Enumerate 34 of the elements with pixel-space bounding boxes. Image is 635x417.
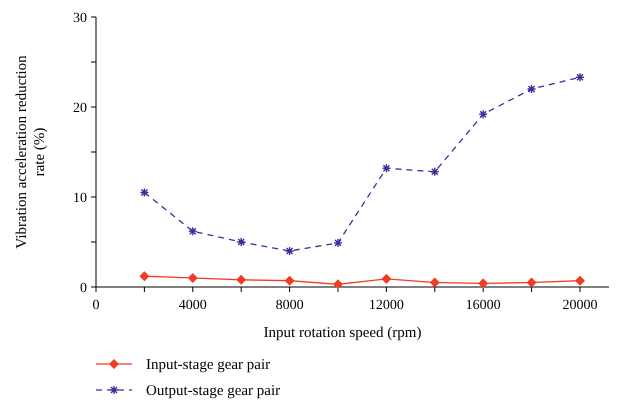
point xyxy=(574,276,585,286)
y-tick-label: 20 xyxy=(73,101,87,116)
point xyxy=(333,238,343,248)
point xyxy=(526,84,536,94)
point xyxy=(478,110,488,119)
point xyxy=(139,271,150,282)
y-axis-title: Vibration acceleration reduction rate (%) xyxy=(14,54,48,249)
point xyxy=(430,167,440,176)
x-tick-label: 12000 xyxy=(368,298,404,313)
x-tick-label: 8000 xyxy=(276,298,304,313)
point xyxy=(188,226,198,236)
point xyxy=(430,278,440,288)
point xyxy=(575,72,585,82)
legend-label: Input-stage gear pair xyxy=(146,357,270,373)
point xyxy=(236,274,246,285)
point xyxy=(188,273,198,283)
x-axis-title: Input rotation speed (rpm) xyxy=(264,325,422,341)
point xyxy=(478,278,488,288)
y-tick-label: 10 xyxy=(73,191,87,206)
x-tick-label: 16000 xyxy=(466,298,501,313)
y-tick-label: 30 xyxy=(73,11,87,26)
point xyxy=(382,164,392,173)
point xyxy=(284,246,294,256)
x-tick-label: 0 xyxy=(92,298,100,313)
point xyxy=(284,276,295,286)
point xyxy=(332,279,343,290)
point xyxy=(236,237,246,247)
point xyxy=(526,278,537,288)
x-tick-label: 20000 xyxy=(562,298,598,313)
point xyxy=(381,274,392,284)
point xyxy=(140,188,150,198)
x-tick-label: 4000 xyxy=(178,298,207,313)
legend-label: Output-stage gear pair xyxy=(146,383,280,399)
y-tick-label: 0 xyxy=(80,281,87,296)
